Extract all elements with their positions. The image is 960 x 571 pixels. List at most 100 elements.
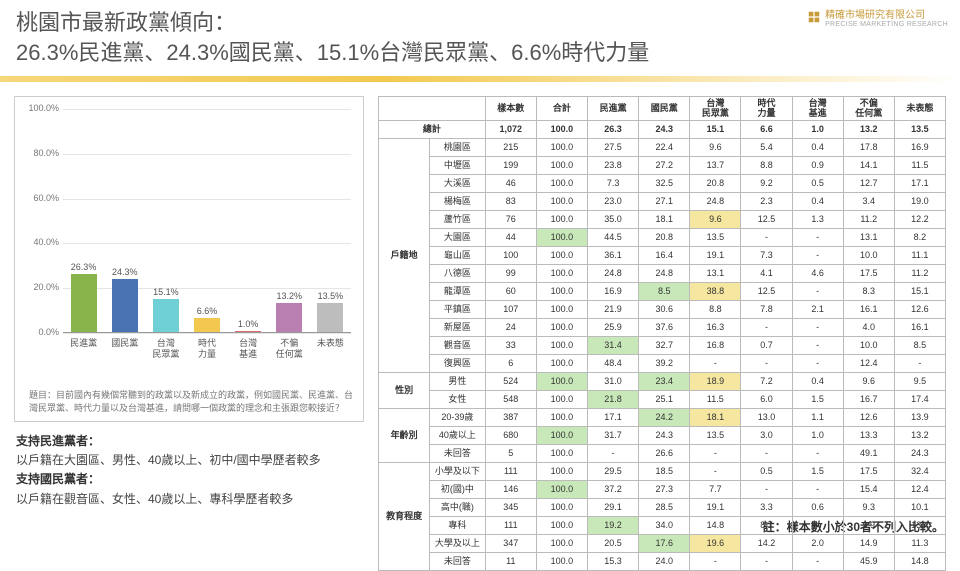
title-line-1: 桃園市最新政黨傾向： <box>16 8 649 38</box>
table-header: 不偏任何黨 <box>843 97 894 121</box>
table-cell: 100.0 <box>536 192 587 210</box>
table-cell: - <box>792 444 843 462</box>
table-cell: 9.9 <box>843 516 894 534</box>
table-cell: 13.0 <box>741 408 792 426</box>
table-cell: - <box>690 462 741 480</box>
table-cell: - <box>792 480 843 498</box>
table-cell: 13.5 <box>690 228 741 246</box>
table-cell: 13.1 <box>690 264 741 282</box>
table-cell: 15.1 <box>894 282 945 300</box>
table-cell: 15.4 <box>843 480 894 498</box>
table-cell: 觀音區 <box>430 336 486 354</box>
table-header: 民進黨 <box>588 97 639 121</box>
table-cell: 19.1 <box>690 246 741 264</box>
table-cell: 3.3 <box>741 498 792 516</box>
table-cell: 1.0 <box>792 426 843 444</box>
table-cell: 18.1 <box>639 210 690 228</box>
table-cell: 7.3 <box>741 246 792 264</box>
table-cell: 100.0 <box>536 156 587 174</box>
table-cell: 524 <box>485 372 536 390</box>
table-cell: 100.0 <box>536 534 587 552</box>
table-cell: 100.0 <box>536 462 587 480</box>
table-cell: 18.5 <box>639 462 690 480</box>
table-cell: 111 <box>485 516 536 534</box>
table-cell: 99 <box>485 264 536 282</box>
table-cell: 13.4 <box>894 516 945 534</box>
total-row-label: 總計 <box>379 120 486 138</box>
bar-chart: 0.0%20.0%40.0%60.0%80.0%100.0% 26.3%24.3… <box>14 96 364 422</box>
total-cell: 1.0 <box>792 120 843 138</box>
table-cell: 100.0 <box>536 390 587 408</box>
table-cell: 未回答 <box>430 552 486 570</box>
table-cell: 30.6 <box>639 300 690 318</box>
table-cell: 4.0 <box>843 318 894 336</box>
table-header: 樣本數 <box>485 97 536 121</box>
table-cell: 1.1 <box>792 408 843 426</box>
bar-value-label: 15.1% <box>153 287 179 297</box>
group-label: 教育程度 <box>379 462 430 570</box>
table-cell: 22.4 <box>639 138 690 156</box>
table-cell: 16.3 <box>690 318 741 336</box>
table-cell: 19.0 <box>894 192 945 210</box>
table-cell: 10.0 <box>843 246 894 264</box>
table-cell: 33 <box>485 336 536 354</box>
table-cell: 平鎮區 <box>430 300 486 318</box>
table-cell: 6 <box>485 354 536 372</box>
table-cell: 21.9 <box>588 300 639 318</box>
table-cell: 0.4 <box>792 192 843 210</box>
table-cell: 0.4 <box>792 372 843 390</box>
table-cell: 16.9 <box>894 138 945 156</box>
table-cell: 7.2 <box>741 372 792 390</box>
chart-inner: 0.0%20.0%40.0%60.0%80.0%100.0% 26.3%24.3… <box>19 101 359 365</box>
table-cell: 3.4 <box>843 192 894 210</box>
table-cell: - <box>894 354 945 372</box>
table-cell: 初(國)中 <box>430 480 486 498</box>
table-cell: 7.3 <box>588 174 639 192</box>
table-cell: 76 <box>485 210 536 228</box>
table-cell: 100.0 <box>536 246 587 264</box>
table-cell: 100.0 <box>536 138 587 156</box>
total-cell: 15.1 <box>690 120 741 138</box>
table-cell: 25.9 <box>588 318 639 336</box>
table-cell: 27.5 <box>588 138 639 156</box>
table-cell: 16.7 <box>843 390 894 408</box>
table-cell: 24.3 <box>894 444 945 462</box>
table-cell: 32.5 <box>639 174 690 192</box>
table-cell: 34.0 <box>639 516 690 534</box>
page-title: 桃園市最新政黨傾向： 26.3%民進黨、24.3%國民黨、15.1%台灣民眾黨、… <box>16 8 649 67</box>
table-cell: 100.0 <box>536 372 587 390</box>
table-header: 台灣基進 <box>792 97 843 121</box>
table-cell: 14.2 <box>741 534 792 552</box>
table-cell: 46 <box>485 174 536 192</box>
bar-column: 13.5% <box>310 109 351 333</box>
table-cell: - <box>792 318 843 336</box>
total-cell: 13.5 <box>894 120 945 138</box>
table-cell: - <box>741 228 792 246</box>
table-cell: - <box>792 516 843 534</box>
table-cell: - <box>588 444 639 462</box>
table-cell: 0.4 <box>792 138 843 156</box>
table-cell: 12.2 <box>894 210 945 228</box>
table-cell: - <box>741 480 792 498</box>
x-label: 不偏任何黨 <box>269 338 310 359</box>
table-cell: 6.0 <box>741 390 792 408</box>
table-cell: 28.5 <box>639 498 690 516</box>
table-cell: 38.8 <box>690 282 741 300</box>
table-cell: 24.8 <box>588 264 639 282</box>
table-cell: 1.5 <box>792 462 843 480</box>
logo-icon <box>807 10 821 24</box>
table-cell: 27.3 <box>639 480 690 498</box>
table-cell: 大學及以上 <box>430 534 486 552</box>
note-line-2: 以戶籍在觀音區、女性、40歲以上、專科學歷者較多 <box>16 490 321 509</box>
table-cell: 7.8 <box>741 300 792 318</box>
table-cell: 18.9 <box>690 372 741 390</box>
table-cell: 12.5 <box>741 210 792 228</box>
table-cell: 13.9 <box>894 408 945 426</box>
table-cell: 2.1 <box>792 300 843 318</box>
table-cell: 13.2 <box>894 426 945 444</box>
table-cell: 100.0 <box>536 480 587 498</box>
table-cell: 27.1 <box>639 192 690 210</box>
bar-column: 15.1% <box>145 109 186 333</box>
bar-value-label: 26.3% <box>71 262 97 272</box>
table-cell: 31.4 <box>588 336 639 354</box>
